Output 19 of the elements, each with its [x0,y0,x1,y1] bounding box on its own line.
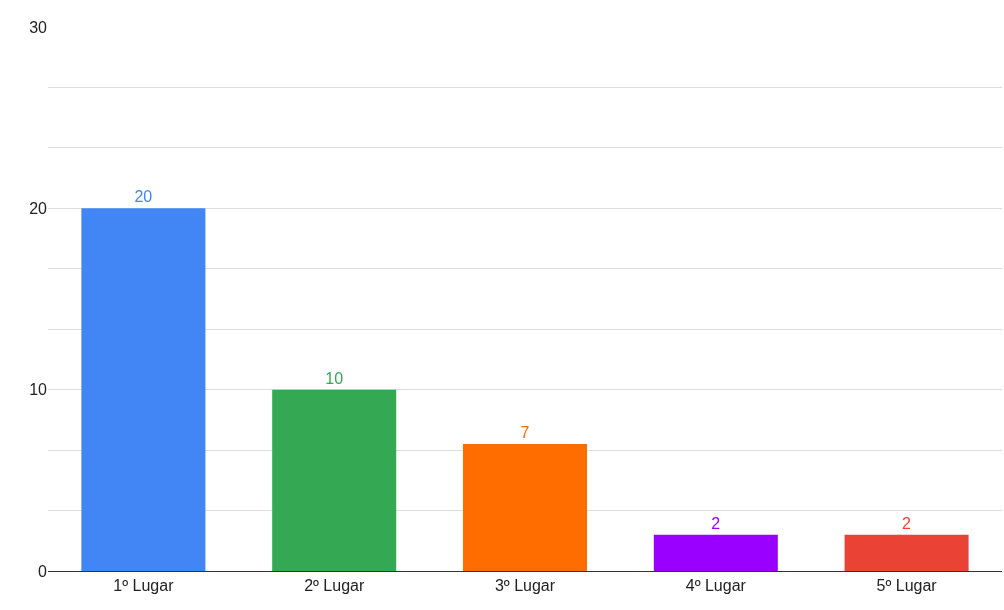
bar [653,534,778,571]
bar [462,444,588,571]
y-tick-label: 30 [29,18,48,36]
bar [272,389,397,571]
data-label: 2 [902,514,912,532]
bar [81,208,206,571]
y-tick-label: 20 [29,199,48,217]
data-label: 20 [134,188,153,206]
x-tick-label: 4º Lugar [685,577,747,595]
x-tick-label: 2º Lugar [304,577,365,595]
bar [844,534,969,571]
y-tick-label: 0 [38,562,48,580]
y-tick-label: 10 [29,381,48,399]
x-tick-label: 1º Lugar [113,577,175,595]
x-tick-label: 5º Lugar [876,577,938,595]
data-label: 2 [711,514,721,532]
data-label: 7 [520,424,530,442]
x-tick-label: 3º Lugar [494,577,556,595]
data-label: 10 [325,369,344,387]
